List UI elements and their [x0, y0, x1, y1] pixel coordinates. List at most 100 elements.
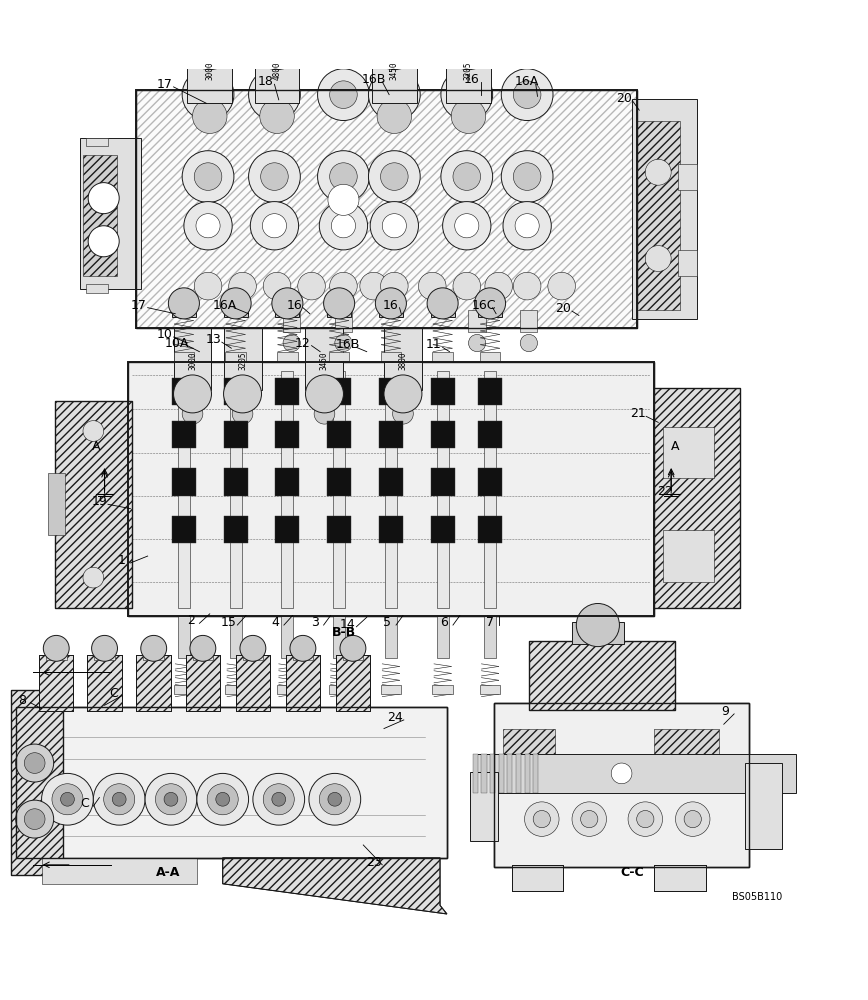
- Bar: [327, 468, 352, 496]
- Circle shape: [254, 25, 299, 70]
- Bar: [480, 352, 501, 362]
- Bar: [746, 763, 781, 849]
- Circle shape: [418, 272, 446, 300]
- Text: 3450: 3450: [390, 61, 398, 80]
- Circle shape: [182, 403, 203, 424]
- Circle shape: [272, 792, 286, 806]
- Bar: [128, 362, 654, 616]
- Bar: [431, 421, 455, 448]
- Bar: [343, 644, 364, 660]
- Circle shape: [194, 272, 222, 300]
- Bar: [473, 754, 478, 793]
- Bar: [524, 754, 529, 793]
- Circle shape: [318, 151, 369, 202]
- Bar: [186, 655, 220, 711]
- Text: 17: 17: [131, 299, 147, 312]
- Circle shape: [485, 272, 512, 300]
- Bar: [482, 754, 487, 793]
- Circle shape: [16, 744, 54, 782]
- Bar: [333, 371, 345, 608]
- Circle shape: [533, 810, 550, 828]
- Text: 3205: 3205: [238, 352, 247, 370]
- Bar: [224, 302, 247, 317]
- Text: 16B: 16B: [336, 338, 360, 351]
- Circle shape: [645, 159, 671, 185]
- Circle shape: [240, 635, 266, 661]
- Circle shape: [380, 81, 408, 108]
- Bar: [11, 690, 63, 875]
- Bar: [186, 655, 220, 711]
- Bar: [136, 655, 171, 711]
- Bar: [174, 328, 212, 390]
- Bar: [39, 655, 74, 711]
- Text: 12: 12: [295, 337, 311, 350]
- Bar: [143, 644, 164, 660]
- Circle shape: [684, 810, 701, 828]
- Bar: [286, 655, 320, 711]
- Bar: [431, 302, 455, 317]
- Circle shape: [193, 99, 227, 133]
- Bar: [275, 421, 299, 448]
- Bar: [224, 516, 247, 543]
- Text: 21: 21: [629, 407, 646, 420]
- Circle shape: [319, 202, 367, 250]
- Bar: [533, 754, 538, 793]
- Circle shape: [145, 773, 197, 825]
- Text: 16: 16: [383, 299, 398, 312]
- Text: 4: 4: [272, 616, 279, 629]
- Circle shape: [298, 272, 326, 300]
- Bar: [678, 164, 697, 190]
- Bar: [385, 616, 397, 658]
- Bar: [275, 302, 299, 317]
- Circle shape: [513, 81, 541, 108]
- Circle shape: [224, 375, 261, 413]
- Text: 16: 16: [286, 299, 302, 312]
- Bar: [42, 858, 197, 884]
- Bar: [306, 328, 344, 390]
- Circle shape: [260, 163, 288, 190]
- Circle shape: [248, 151, 300, 202]
- Bar: [48, 473, 65, 535]
- Bar: [327, 421, 352, 448]
- Bar: [529, 641, 675, 710]
- Bar: [495, 703, 749, 867]
- Circle shape: [441, 69, 493, 121]
- Text: 11: 11: [426, 338, 442, 351]
- Bar: [275, 516, 299, 543]
- Circle shape: [645, 246, 671, 271]
- Bar: [39, 655, 74, 711]
- Text: BS05B110: BS05B110: [733, 892, 783, 902]
- Circle shape: [380, 272, 408, 300]
- Text: 3000: 3000: [205, 61, 214, 80]
- Circle shape: [184, 202, 232, 250]
- Bar: [16, 707, 447, 858]
- Circle shape: [164, 792, 178, 806]
- Text: 3205: 3205: [464, 61, 473, 80]
- Circle shape: [330, 163, 358, 190]
- Circle shape: [628, 802, 662, 836]
- Circle shape: [94, 773, 145, 825]
- Circle shape: [581, 810, 598, 828]
- Bar: [242, 644, 263, 660]
- Bar: [473, 754, 796, 793]
- Bar: [336, 655, 370, 711]
- Text: 6: 6: [440, 616, 448, 629]
- Text: C: C: [108, 687, 117, 700]
- Bar: [230, 371, 241, 608]
- Text: 22: 22: [657, 485, 673, 498]
- Circle shape: [636, 810, 654, 828]
- Circle shape: [453, 272, 481, 300]
- Circle shape: [330, 81, 358, 108]
- Bar: [95, 644, 115, 660]
- Bar: [378, 421, 403, 448]
- Circle shape: [260, 99, 294, 133]
- Bar: [224, 421, 247, 448]
- Bar: [283, 310, 300, 332]
- Bar: [654, 388, 740, 608]
- Bar: [507, 754, 512, 793]
- Circle shape: [216, 792, 230, 806]
- Bar: [495, 703, 749, 867]
- Text: C-C: C-C: [621, 866, 644, 879]
- Bar: [178, 371, 190, 608]
- Circle shape: [524, 802, 559, 836]
